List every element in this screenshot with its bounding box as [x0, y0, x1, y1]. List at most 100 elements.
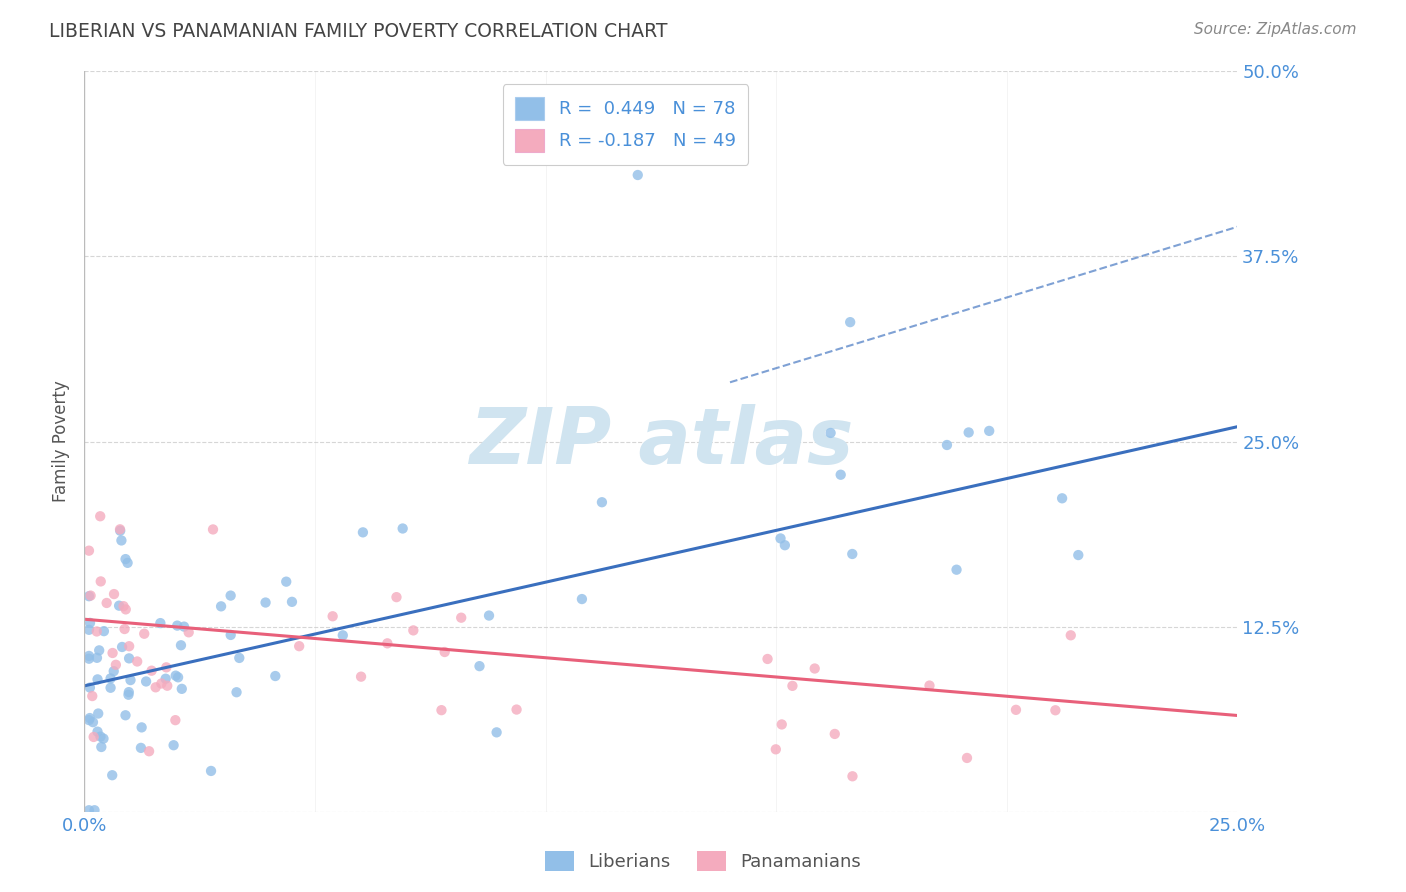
- Point: [89, 643, 111, 657]
- Point: [103, 587, 125, 601]
- Point: [450, 610, 472, 624]
- Point: [150, 676, 173, 690]
- Point: [1005, 703, 1028, 717]
- Point: [769, 532, 792, 546]
- Point: [89, 509, 111, 524]
- Point: [1067, 548, 1090, 562]
- Point: [101, 768, 124, 782]
- Point: [114, 708, 136, 723]
- Point: [385, 590, 408, 604]
- Point: [209, 599, 232, 614]
- Point: [332, 628, 354, 642]
- Point: [134, 626, 156, 640]
- Point: [165, 668, 187, 682]
- Point: [118, 651, 141, 665]
- Point: [957, 425, 980, 440]
- Point: [93, 624, 115, 639]
- Point: [100, 672, 122, 686]
- Point: [77, 713, 100, 727]
- Point: [83, 730, 105, 744]
- Point: [77, 648, 100, 663]
- Point: [90, 739, 112, 754]
- Point: [156, 679, 179, 693]
- Point: [170, 681, 193, 696]
- Point: [131, 720, 153, 734]
- Point: [110, 533, 132, 548]
- Point: [782, 679, 804, 693]
- Point: [177, 625, 200, 640]
- Point: [135, 674, 157, 689]
- Point: [118, 639, 141, 653]
- Point: [322, 609, 344, 624]
- Point: [219, 589, 242, 603]
- Point: [820, 425, 842, 440]
- Point: [114, 602, 136, 616]
- Point: [591, 495, 613, 509]
- Point: [979, 424, 1001, 438]
- Point: [264, 669, 287, 683]
- Point: [86, 724, 108, 739]
- Point: [288, 639, 311, 653]
- Point: [100, 681, 122, 695]
- Point: [155, 660, 177, 674]
- Point: [166, 618, 188, 632]
- Point: [571, 592, 593, 607]
- Point: [93, 731, 115, 746]
- Point: [1060, 628, 1083, 642]
- Point: [129, 740, 152, 755]
- Text: LIBERIAN VS PANAMANIAN FAMILY POVERTY CORRELATION CHART: LIBERIAN VS PANAMANIAN FAMILY POVERTY CO…: [49, 22, 668, 41]
- Point: [228, 651, 250, 665]
- Point: [430, 703, 453, 717]
- Point: [79, 711, 101, 725]
- Point: [945, 563, 967, 577]
- Point: [402, 624, 425, 638]
- Point: [82, 715, 104, 730]
- Point: [162, 738, 184, 752]
- Point: [956, 751, 979, 765]
- Point: [281, 595, 304, 609]
- Point: [756, 652, 779, 666]
- Text: ZIP atlas: ZIP atlas: [468, 403, 853, 480]
- Point: [89, 730, 111, 744]
- Point: [87, 706, 110, 721]
- Point: [155, 672, 177, 686]
- Point: [225, 685, 247, 699]
- Point: [127, 655, 149, 669]
- Point: [803, 661, 825, 675]
- Point: [86, 650, 108, 665]
- Point: [219, 628, 242, 642]
- Point: [485, 725, 508, 739]
- Point: [108, 524, 131, 538]
- Point: [505, 702, 527, 716]
- Point: [839, 315, 862, 329]
- Point: [173, 619, 195, 633]
- Point: [82, 689, 104, 703]
- Point: [391, 521, 413, 535]
- Point: [1050, 491, 1073, 506]
- Legend: Liberians, Panamanians: Liberians, Panamanians: [537, 844, 869, 879]
- Point: [120, 673, 142, 687]
- Legend: R =  0.449   N = 78, R = -0.187   N = 49: R = 0.449 N = 78, R = -0.187 N = 49: [503, 84, 748, 165]
- Point: [201, 523, 224, 537]
- Point: [468, 659, 491, 673]
- Point: [77, 651, 100, 665]
- Point: [254, 595, 277, 609]
- Point: [108, 522, 131, 536]
- Point: [83, 803, 105, 817]
- Point: [103, 664, 125, 678]
- Point: [773, 538, 796, 552]
- Point: [433, 645, 456, 659]
- Point: [77, 589, 100, 603]
- Point: [79, 615, 101, 630]
- Point: [79, 589, 101, 603]
- Point: [77, 623, 100, 637]
- Point: [627, 168, 650, 182]
- Point: [141, 664, 163, 678]
- Point: [114, 552, 136, 566]
- Point: [824, 727, 846, 741]
- Point: [145, 681, 167, 695]
- Point: [276, 574, 298, 589]
- Point: [86, 673, 108, 687]
- Point: [111, 640, 134, 654]
- Point: [117, 688, 139, 702]
